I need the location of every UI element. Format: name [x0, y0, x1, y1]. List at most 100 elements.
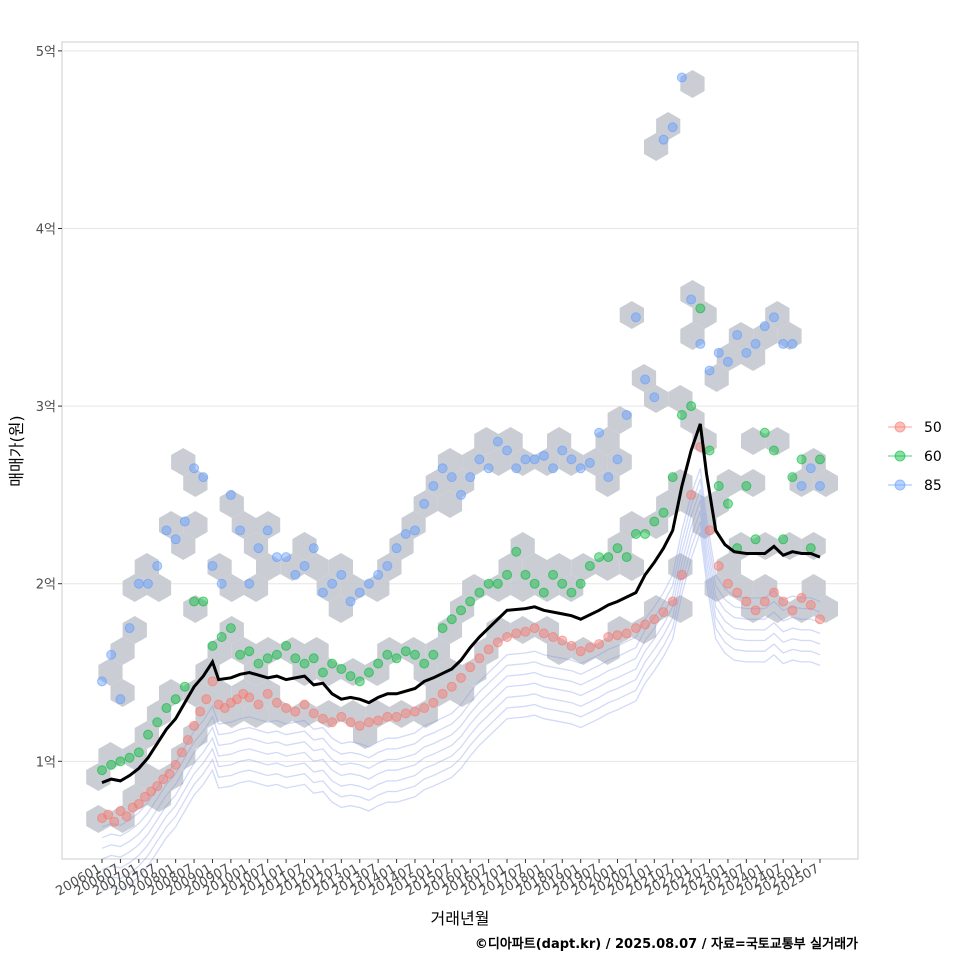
point-60 [722, 498, 733, 509]
point-85 [474, 454, 485, 465]
hexbin-cell [547, 553, 572, 581]
hexbin-cell [122, 574, 147, 602]
point-50 [538, 628, 549, 639]
point-50 [465, 662, 476, 673]
hexbin-cell [510, 616, 535, 644]
point-60 [796, 454, 807, 465]
legend-label: 60 [924, 449, 942, 465]
hexbin-cell [256, 553, 281, 581]
hexbin-cell [583, 448, 608, 476]
hexbin-cell [280, 553, 305, 581]
hexbin-cell [668, 595, 693, 623]
density-contour [101, 499, 821, 860]
point-50 [612, 630, 623, 641]
point-60 [170, 694, 181, 705]
density-contour [101, 489, 821, 849]
point-60 [584, 560, 595, 571]
point-85 [520, 454, 531, 465]
point-85 [465, 472, 476, 483]
hexbin-cell [146, 574, 172, 602]
hexbin-cell [595, 553, 620, 581]
point-50 [271, 697, 282, 708]
hexbin-cell [365, 700, 390, 728]
hexbin-cell [716, 469, 741, 497]
point-85 [695, 338, 706, 349]
hexbin-cell [789, 469, 814, 497]
point-60 [695, 303, 706, 314]
point-85 [437, 463, 448, 474]
point-60 [787, 472, 798, 483]
hexbin-cell [692, 511, 717, 539]
hexbin-cell [256, 679, 281, 707]
point-50 [201, 694, 212, 705]
point-60 [741, 481, 752, 492]
hexbin-cell [231, 679, 256, 707]
point-50 [704, 525, 715, 536]
point-85 [538, 450, 549, 461]
hexbin-cell [595, 469, 620, 497]
point-85 [290, 569, 301, 580]
hexbin-cell [813, 595, 838, 623]
point-60 [640, 528, 651, 539]
point-85 [354, 587, 365, 598]
hexbin-cell [753, 322, 778, 350]
point-60 [225, 623, 236, 634]
point-50 [437, 688, 448, 699]
hexbin-cell [316, 658, 341, 686]
point-85 [768, 312, 779, 323]
point-60 [115, 756, 126, 767]
point-50 [778, 596, 789, 607]
point-85 [124, 623, 135, 634]
point-60 [419, 658, 430, 669]
hexbin-cell [280, 637, 305, 665]
point-60 [133, 747, 144, 758]
point-85 [750, 338, 761, 349]
hexbin-cell [547, 427, 572, 455]
point-85 [216, 578, 227, 589]
point-50 [529, 623, 540, 634]
hexbin-cell [450, 595, 475, 623]
point-50 [363, 717, 374, 728]
hexbin-cell [741, 595, 766, 623]
trend-line [101, 423, 821, 785]
point-85 [575, 463, 586, 474]
point-50 [759, 596, 770, 607]
hexbin-cell [171, 532, 196, 560]
hexbin-cell [159, 679, 184, 707]
point-50 [511, 628, 522, 639]
point-60 [317, 667, 328, 678]
hexbin-cell [728, 574, 754, 602]
hexbin-cell [619, 511, 644, 539]
point-50 [575, 646, 586, 657]
point-60 [612, 543, 623, 554]
point-85 [225, 489, 236, 500]
point-60 [649, 516, 660, 527]
point-85 [97, 676, 107, 687]
point-50 [391, 711, 402, 722]
point-60 [594, 552, 605, 563]
hexbin-cell [134, 721, 159, 749]
point-50 [722, 578, 733, 589]
point-50 [290, 706, 301, 717]
point-50 [502, 631, 513, 642]
scatter-points [97, 72, 825, 827]
density-contour [101, 510, 821, 871]
point-60 [373, 658, 384, 669]
point-60 [456, 605, 466, 616]
point-60 [189, 596, 200, 607]
point-85 [649, 392, 660, 403]
point-50 [566, 640, 577, 651]
y-tick-label: 4억 [36, 222, 56, 237]
point-85 [336, 569, 347, 580]
point-85 [612, 454, 623, 465]
hexbin-cell [207, 553, 232, 581]
legend-key-point [894, 450, 906, 462]
point-85 [548, 463, 559, 474]
hexbin-cell [534, 574, 560, 602]
hexbin-cell [765, 427, 790, 455]
hexbin-cell [231, 637, 256, 665]
hexbin-cell [365, 658, 390, 686]
hexbin-cell [474, 427, 499, 455]
hexbin-cell [292, 532, 317, 560]
legend-key-point [894, 421, 906, 433]
